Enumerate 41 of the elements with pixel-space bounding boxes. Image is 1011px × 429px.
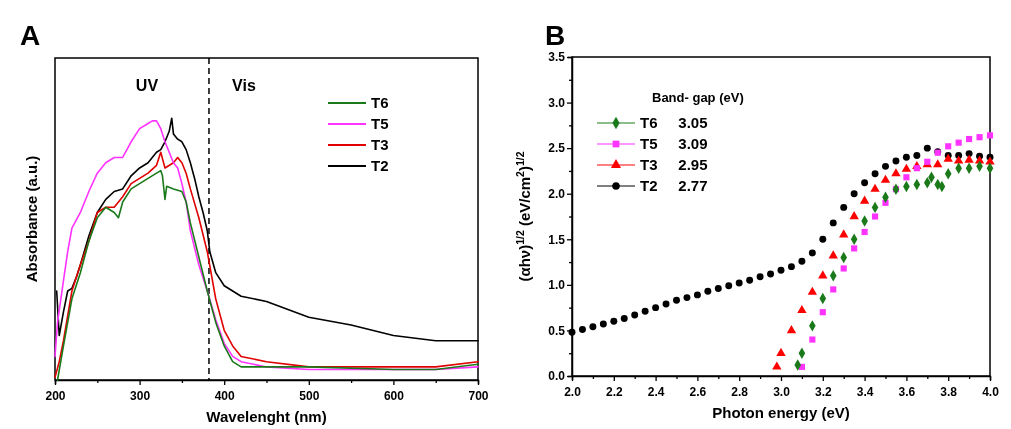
x-tick-label: 3.2 <box>814 385 832 400</box>
x-tick-label: 2.2 <box>605 385 623 400</box>
x-tick-label: 500 <box>299 389 320 404</box>
legend-label: T3 <box>371 136 389 153</box>
x-axis-title: Photon energy (eV) <box>712 404 850 421</box>
x-tick-label: 300 <box>130 389 151 404</box>
x-tick-label: 4.0 <box>982 385 1000 400</box>
x-tick-label: 700 <box>468 389 489 404</box>
legend-label: T2 2.77 <box>640 177 708 194</box>
x-tick-label: 2.4 <box>647 385 665 400</box>
x-tick-label: 2.0 <box>564 385 582 400</box>
y-tick-label: 3.5 <box>548 50 566 65</box>
legend-label: T6 <box>371 94 389 111</box>
y-tick-label: 0.5 <box>548 323 566 338</box>
legend-label: T6 3.05 <box>640 114 708 131</box>
x-tick-label: 2.6 <box>689 385 707 400</box>
x-tick-label: 3.8 <box>940 385 958 400</box>
y-tick-label: 1.0 <box>548 278 566 293</box>
x-tick-label: 600 <box>383 389 405 404</box>
text: UV <box>135 77 159 94</box>
legend-label: T5 <box>371 115 389 132</box>
x-tick-label: 3.4 <box>856 385 874 400</box>
x-tick-label: 3.0 <box>773 385 791 400</box>
y-tick-label: 0.0 <box>548 369 566 384</box>
x-axis-title: Wavelenght (nm) <box>206 408 327 425</box>
chart-title: A <box>20 20 41 51</box>
y-tick-label: 3.0 <box>548 95 566 110</box>
y-tick-label: 1.5 <box>548 232 566 247</box>
x-tick-label: 3.6 <box>898 385 916 400</box>
x-tick-label: 400 <box>214 389 236 404</box>
x-tick-label: 200 <box>45 389 66 404</box>
legend-label: T5 3.09 <box>640 135 708 152</box>
y-axis-title: Absorbance (a.u.) <box>23 155 40 283</box>
text: Vis <box>232 77 256 94</box>
legend-label: T3 2.95 <box>640 156 708 173</box>
chart-title: B <box>545 20 566 51</box>
y-tick-label: 2.5 <box>548 141 566 156</box>
legend-label: T2 <box>371 157 389 174</box>
y-tick-label: 2.0 <box>548 187 566 202</box>
x-tick-label: 2.8 <box>731 385 749 400</box>
legend-title: Band- gap (eV) <box>652 90 744 105</box>
